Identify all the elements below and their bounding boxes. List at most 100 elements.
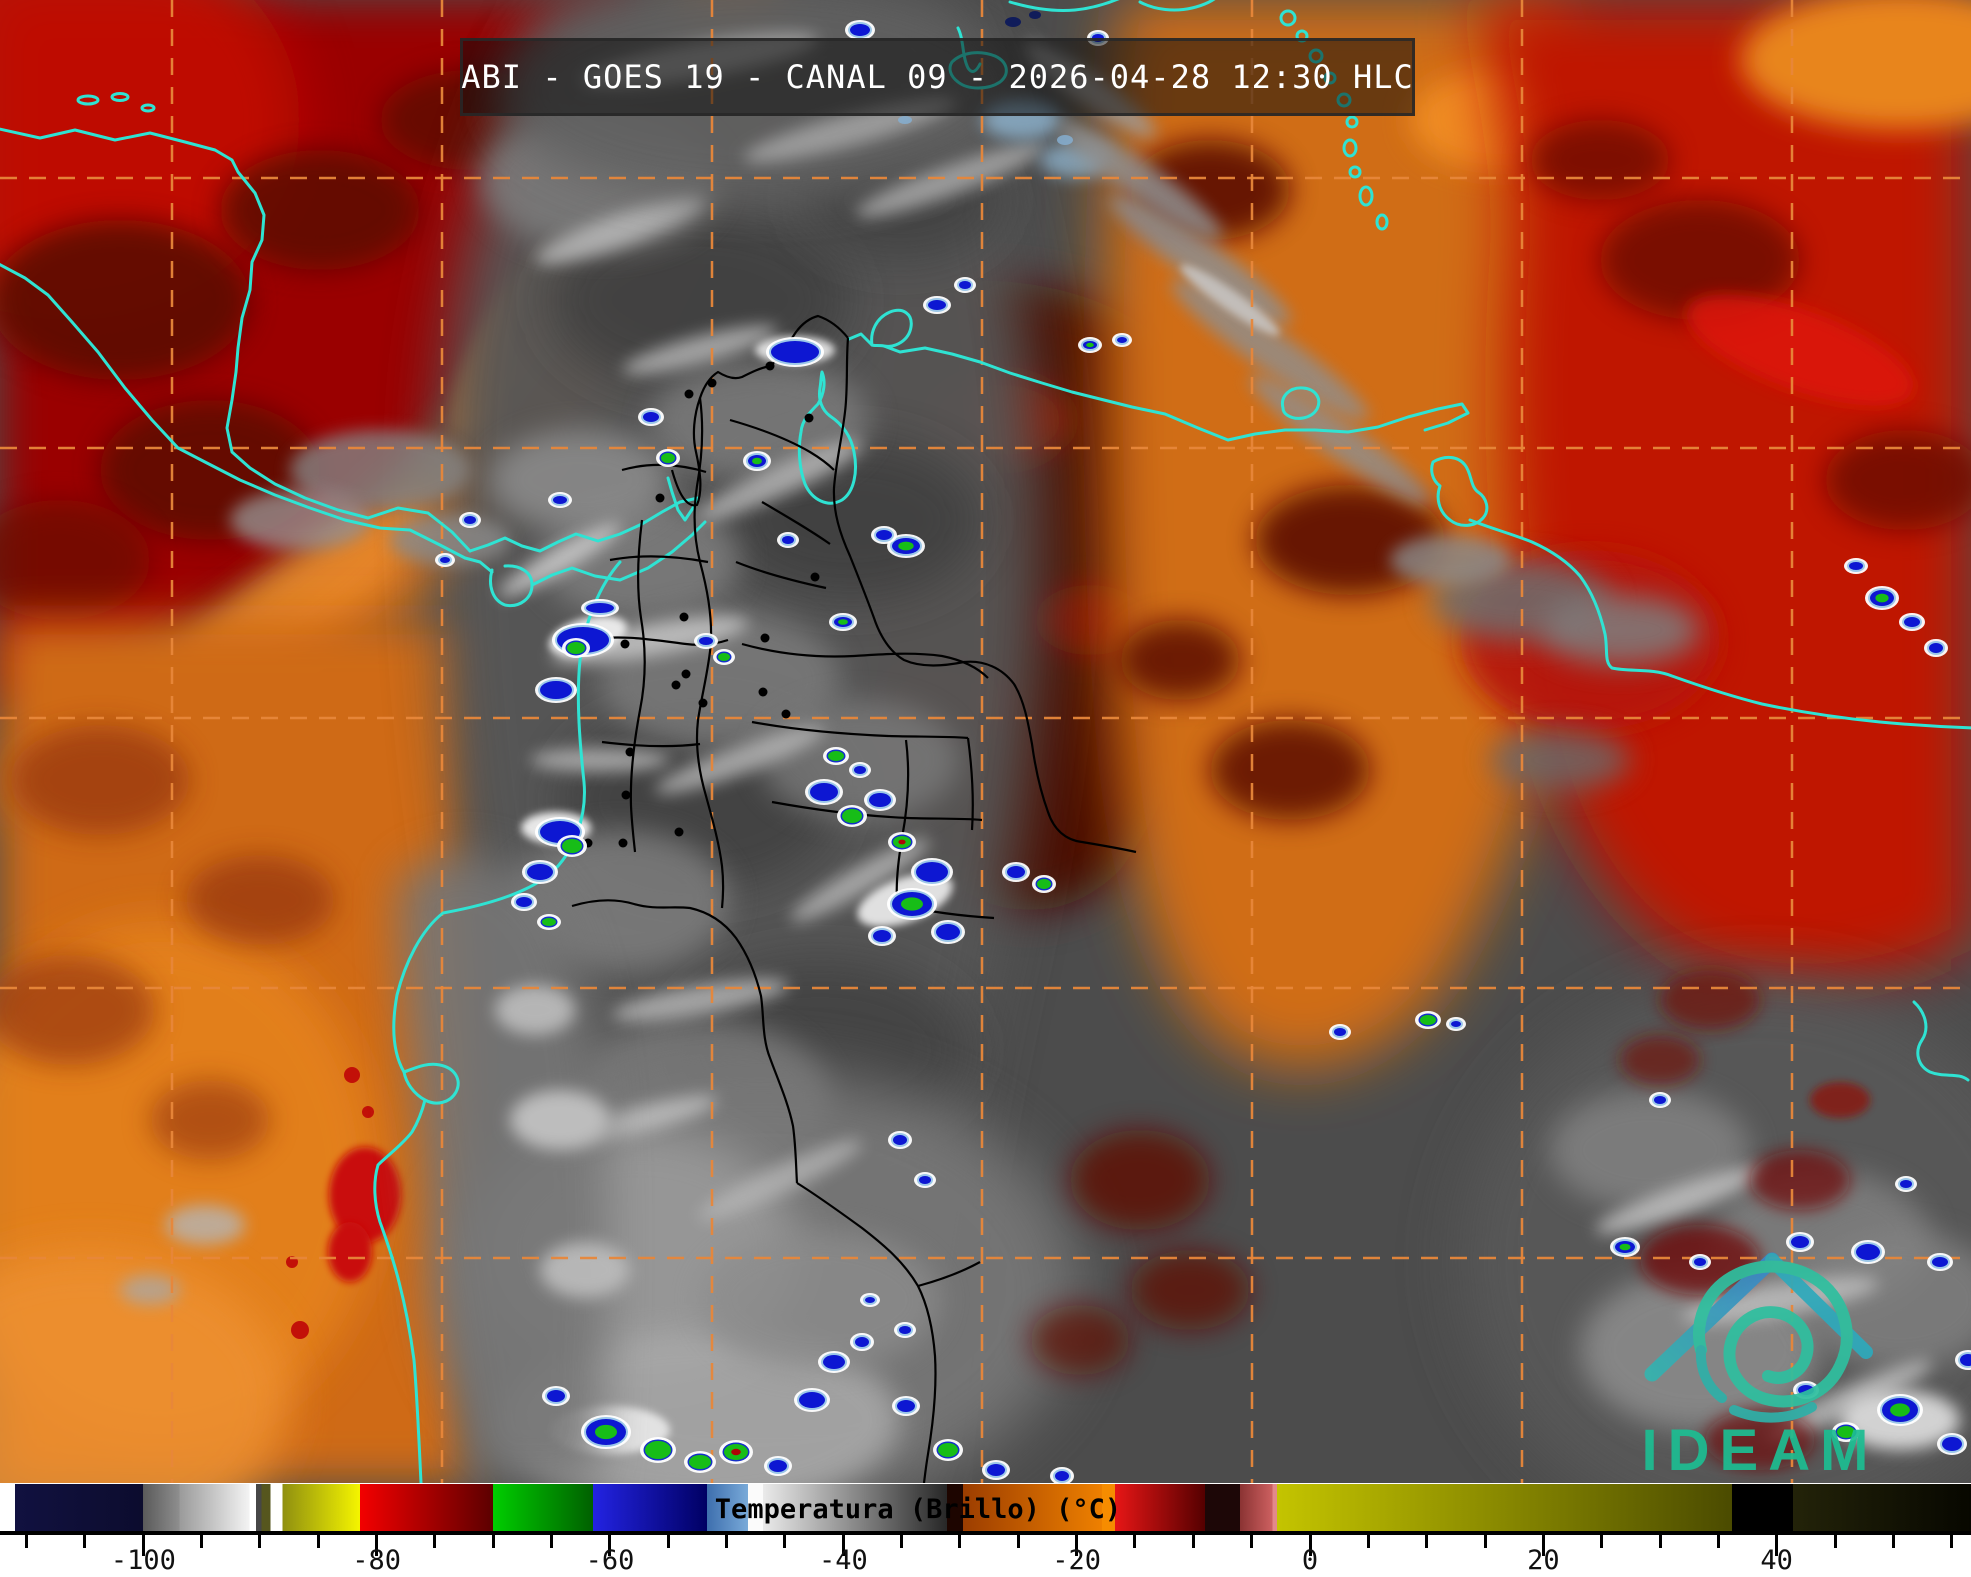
city-dot [781,709,791,719]
convective-cell [854,766,866,774]
dept-line [917,1261,981,1288]
city-dot [681,669,691,679]
coast-guyana [1468,518,1971,730]
convective-cell [1875,593,1889,603]
colorbar-tick [491,1535,495,1548]
colorbar-tick [316,1535,320,1548]
convective-cell [1837,1426,1855,1438]
convective-cell [1086,342,1094,348]
convective-cell [464,516,476,524]
convective-cell [1654,1096,1666,1104]
convective-cell [553,496,567,504]
convective-cell [916,862,948,882]
hot-spot [329,1147,401,1243]
logo-spiral-icon [1693,1260,1853,1408]
colorbar-tick-label: 20 [1527,1545,1560,1576]
dept-line [629,519,646,853]
convective-cell [718,653,730,661]
convective-cell [1117,337,1127,343]
title-bar: ABI - GOES 19 - CANAL 09 - 2026-04-28 12… [460,38,1415,116]
convective-cell [876,530,892,540]
coast-nicaragua-pacific [0,262,467,560]
island-hispaniola [1008,0,1120,12]
convective-cell [1900,1180,1912,1188]
convective-cell [938,1443,958,1457]
city-dot [684,389,694,399]
dept-line [601,740,701,748]
convective-cell [838,619,848,625]
colorbar-axis-line [0,1531,1971,1535]
convective-cell [542,918,556,926]
dept-line [741,642,989,679]
colorbar-tick [666,1535,670,1548]
convective-cell [1619,1243,1631,1251]
convective-cell [1451,1021,1461,1027]
convective-cell [901,897,923,911]
convective-cell [893,1135,907,1145]
antilles-island [1375,213,1389,231]
gridlines [0,0,1971,1483]
city-dot [618,838,628,848]
colorbar-tick [200,1535,204,1548]
convective-cell [1942,1437,1962,1451]
colorbar-tick [1658,1535,1662,1548]
ideam-logo: IDEAM [1642,1252,1879,1483]
colorbar-tick [1133,1535,1137,1548]
convective-cell [1334,1028,1346,1036]
convective-cell [1890,1403,1910,1417]
colorbar-tick [1308,1535,1312,1556]
convective-cell [771,341,819,363]
convective-cell [562,839,582,853]
colorbar-tick [841,1535,845,1556]
convective-cell [850,24,870,36]
coast-venezuela [847,332,1470,442]
colorbar-tick [725,1535,729,1548]
dept-line [735,560,827,590]
city-dot [625,747,635,757]
city-dot [620,639,630,649]
logo-text: IDEAM [1642,1418,1879,1483]
colorbar-title: Temperatura (Brillo) (°C) [714,1494,1122,1525]
convective-cell [936,924,960,940]
colorbar: Temperatura (Brillo) (°C) -100 -80 -60 -40 -… [0,1483,1971,1577]
convective-cell [1929,643,1943,653]
coast-colombia-caribbean [670,314,849,507]
antilles-island [1279,9,1297,27]
colorbar-tick [550,1535,554,1548]
convective-cell [959,281,971,289]
antilles-island [1348,165,1362,179]
convective-cell [1960,1354,1971,1366]
island [110,92,130,102]
city-dot [765,361,775,371]
border-colombia-ecuador [571,899,799,1184]
dept-line [761,501,831,545]
colorbar-tick [1833,1535,1837,1548]
colorbar-tick-label: -100 [110,1545,176,1576]
convective-cell [595,1424,617,1440]
convective-cell [1849,562,1863,570]
colorbar-tick [783,1535,787,1548]
convective-cell [987,1464,1005,1476]
convective-cell [873,930,891,942]
gulf-guayaquil [402,1062,460,1105]
island [140,103,156,113]
dept-line [693,397,725,909]
convective-cell [731,1448,741,1456]
dept-line [751,720,969,740]
colorbar-tick [141,1535,145,1556]
border-colombia-peru [796,1182,937,1483]
colorbar-tick-label: 40 [1760,1545,1793,1576]
coast-honduras-nicaragua [0,127,472,553]
convective-cell [898,541,914,551]
convective-cell [1057,135,1073,145]
colorbar-tick [1891,1535,1895,1548]
colorbar-tick [1541,1535,1545,1556]
city-dot [674,827,684,837]
convective-cell [1007,866,1025,878]
convective-cell [586,603,614,613]
island-puerto-rico [1138,0,1216,12]
island [76,94,100,106]
colorbar-tick-label: -80 [352,1545,402,1576]
logo-mountain-icon [1644,1252,1780,1382]
convective-cell [898,116,912,124]
